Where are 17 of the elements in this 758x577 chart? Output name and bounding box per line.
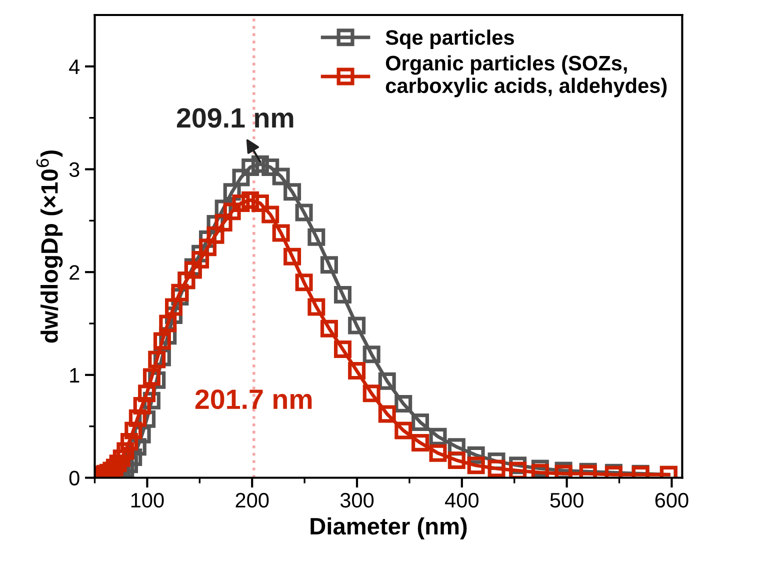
x-axis-title: Diameter (nm) [310,517,467,540]
y-tick-label: 1 [70,368,80,382]
y-tick-label: 0 [69,470,80,486]
x-tick-label: 400 [445,492,478,508]
y-axis-title: dw/dlogDp (×10$^{6}$) [36,150,63,343]
legend-label: Sqe particles [386,30,514,50]
x-tick-label: 600 [655,492,688,508]
y-tick-label: 2 [70,265,80,280]
x-tick-label: 500 [550,492,584,508]
annotation: 201.7 nm [195,389,312,410]
y-tick-label: 3 [69,162,80,178]
x-tick-label: 300 [340,492,374,508]
annotation: 209.1 nm [176,108,294,128]
legend-label: Organic particles (SOZs, carboxylic acids, aldehydes) [386,55,667,98]
y-tick-label: 4 [69,60,80,74]
x-tick-label: 200 [236,492,269,508]
x-tick-label: 100 [131,492,164,508]
